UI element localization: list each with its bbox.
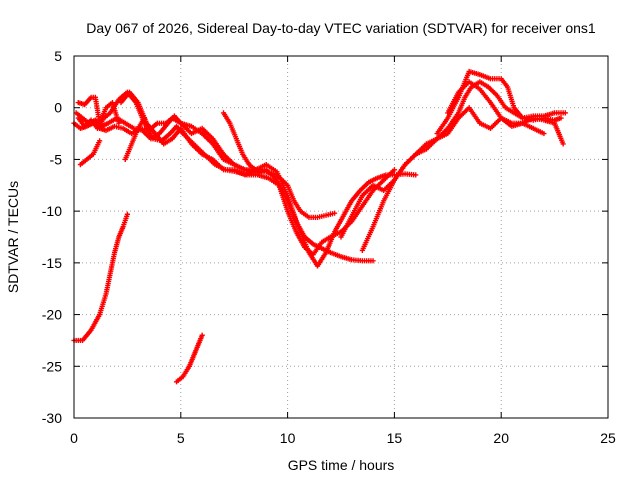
series-track-j — [71, 211, 130, 344]
data-point — [331, 210, 338, 216]
x-tick-label: 10 — [280, 430, 296, 446]
series-track-e — [314, 171, 419, 269]
data-point — [116, 120, 122, 126]
data-point — [558, 115, 564, 121]
data-points — [71, 68, 568, 385]
series-track-d — [118, 89, 321, 269]
y-tick-label: -30 — [42, 410, 62, 426]
x-tick-label: 0 — [70, 430, 78, 446]
chart-title: Day 067 of 2026, Sidereal Day-to-day VTE… — [86, 20, 596, 36]
series-line — [361, 80, 566, 251]
axis-ticks — [73, 55, 609, 419]
series-track-c — [75, 89, 397, 258]
y-tick-label: 0 — [54, 100, 62, 116]
data-point — [141, 115, 148, 121]
data-point — [199, 332, 205, 338]
series-line — [120, 90, 319, 267]
x-tick-label: 20 — [493, 430, 509, 446]
x-tick-label: 25 — [600, 430, 616, 446]
data-point — [252, 167, 259, 173]
series-track-m — [77, 138, 103, 168]
x-tick-labels: 0 5 10 15 20 25 — [70, 430, 616, 446]
series-track-l — [75, 94, 122, 127]
data-point — [391, 167, 397, 173]
y-axis-label: SDTVAR / TECUs — [5, 181, 21, 293]
y-tick-label: -20 — [42, 307, 62, 323]
x-tick-label: 5 — [177, 430, 185, 446]
series-track-o — [220, 110, 259, 173]
y-tick-label: -10 — [42, 203, 62, 219]
y-tick-labels: -30 -25 -20 -15 -10 -5 0 5 — [42, 48, 62, 426]
y-tick-label: -15 — [42, 255, 62, 271]
data-point — [560, 141, 566, 147]
series-track-f — [359, 79, 568, 254]
x-axis-label: GPS time / hours — [288, 457, 395, 473]
series-track-n — [122, 115, 148, 163]
x-tick-label: 15 — [387, 430, 403, 446]
y-tick-label: -25 — [42, 358, 62, 374]
data-point — [97, 138, 103, 144]
data-point — [562, 110, 568, 116]
y-tick-label: -5 — [50, 151, 63, 167]
data-point — [124, 211, 130, 217]
data-point — [370, 258, 376, 264]
y-tick-label: 5 — [54, 48, 62, 64]
data-point — [541, 130, 547, 137]
data-point — [413, 172, 419, 178]
series-track-k — [173, 332, 205, 385]
series-track-i — [445, 79, 547, 137]
plot-frame — [73, 55, 609, 419]
